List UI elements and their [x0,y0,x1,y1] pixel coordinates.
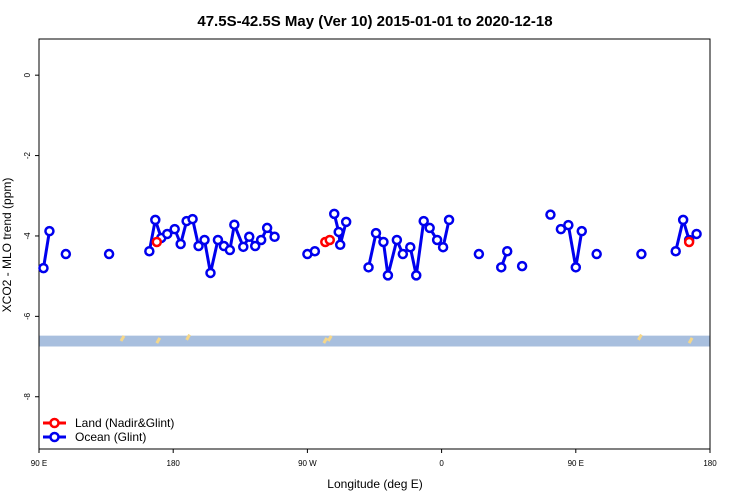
ocean-data-point [340,216,352,228]
legend-land-label: Land (Nadir&Glint) [75,416,174,430]
y-tick-label: -2 [23,151,32,159]
plot-frame [38,38,711,450]
ocean-data-point [495,262,507,273]
ocean-data-point [255,234,267,246]
ocean-data-point [150,214,161,226]
y-tick-label: -6 [23,312,32,320]
chart-title: 47.5S-42.5S May (Ver 10) 2015-01-01 to 2… [197,13,552,30]
ocean-data-point [328,208,340,220]
ocean-data-point [545,209,556,220]
ocean-data-point [212,234,224,246]
x-tick-label: 180 [703,459,717,468]
ocean-data-point [238,241,249,253]
legend-ocean-marker [49,431,60,443]
ocean-data-point [391,234,403,246]
ocean-data-point [431,234,443,246]
ocean-data-point [670,245,681,257]
ocean-data-point [378,236,389,248]
y-tick-label: -8 [23,393,32,401]
y-axis-label: XCO2 - MLO trend (ppm) [0,178,14,313]
ocean-data-point [443,214,455,226]
ocean-data-point [501,245,513,257]
ocean-data-point [424,222,435,234]
ocean-data-point [382,270,394,281]
ocean-data-point [691,228,702,240]
ocean-data-point [411,270,422,281]
ocean-data-point [60,248,72,260]
legend-box [40,412,185,446]
ocean-data-point [397,248,409,260]
x-tick-label: 0 [439,459,444,468]
ocean-data-point [144,245,155,257]
ocean-data-point [103,248,115,260]
x-tick-label: 90 E [31,459,47,468]
band-land-mark [322,337,329,344]
ocean-data-point [333,226,344,238]
ocean-data-point [193,240,204,252]
x-tick-label: 90 W [298,459,317,468]
ocean-data-point [363,262,374,273]
ocean-series-line [41,230,51,269]
ocean-data-point [576,225,588,237]
y-tick-label: -4 [23,232,32,240]
band-land-mark [119,335,126,342]
ocean-data-point [309,245,321,257]
x-tick-label: 180 [167,459,181,468]
ocean-data-point [175,238,186,250]
ocean-data-point [636,248,647,260]
y-tick-label: 0 [23,72,32,77]
ocean-data-point [44,225,55,237]
ocean-data-point [187,213,198,225]
ocean-data-point [243,231,255,243]
ocean-data-point [205,267,216,279]
ocean-data-point [473,248,485,260]
land-data-point [151,236,163,248]
x-tick-label: 90 E [568,459,584,468]
ocean-data-point [437,241,449,253]
legend: Land (Nadir&Glint) Ocean (Glint) [40,412,185,446]
ocean-data-point [516,260,528,272]
legend-ocean-label: Ocean (Glint) [75,430,146,444]
ocean-data-point [677,214,689,226]
x-axis-label: Longitude (deg E) [327,477,422,491]
ocean-data-point [261,222,273,234]
ocean-data-point [269,231,280,243]
ocean-data-point [249,240,261,252]
ocean-data-point [418,215,429,227]
band-land-mark [687,337,694,344]
ocean-data-point [334,239,346,251]
ocean-data-point [169,223,180,235]
band-land-mark [185,333,191,341]
ocean-data-point [570,262,582,273]
ocean-data-point [224,244,236,256]
ocean-data-point [229,219,240,230]
land-data-point [683,236,695,248]
plot-area: 0 -2 -4 -6 -8 90 E 180 90 W 0 90 E 180 [23,38,717,468]
ocean-data-point [38,262,49,274]
ocean-data-point [405,241,416,253]
ocean-data-point [591,248,602,260]
ocean-data-point [161,228,173,240]
band-land-mark [155,337,162,344]
band-land-mark [326,335,333,342]
land-data-point [324,234,336,246]
ocean-data-point [563,219,574,231]
band-land-mark [637,333,643,341]
ocean-data-point [370,227,382,239]
reference-band [39,335,710,347]
ocean-data-point [555,223,567,235]
legend-land-marker [49,417,60,429]
ocean-data-point [199,234,210,246]
